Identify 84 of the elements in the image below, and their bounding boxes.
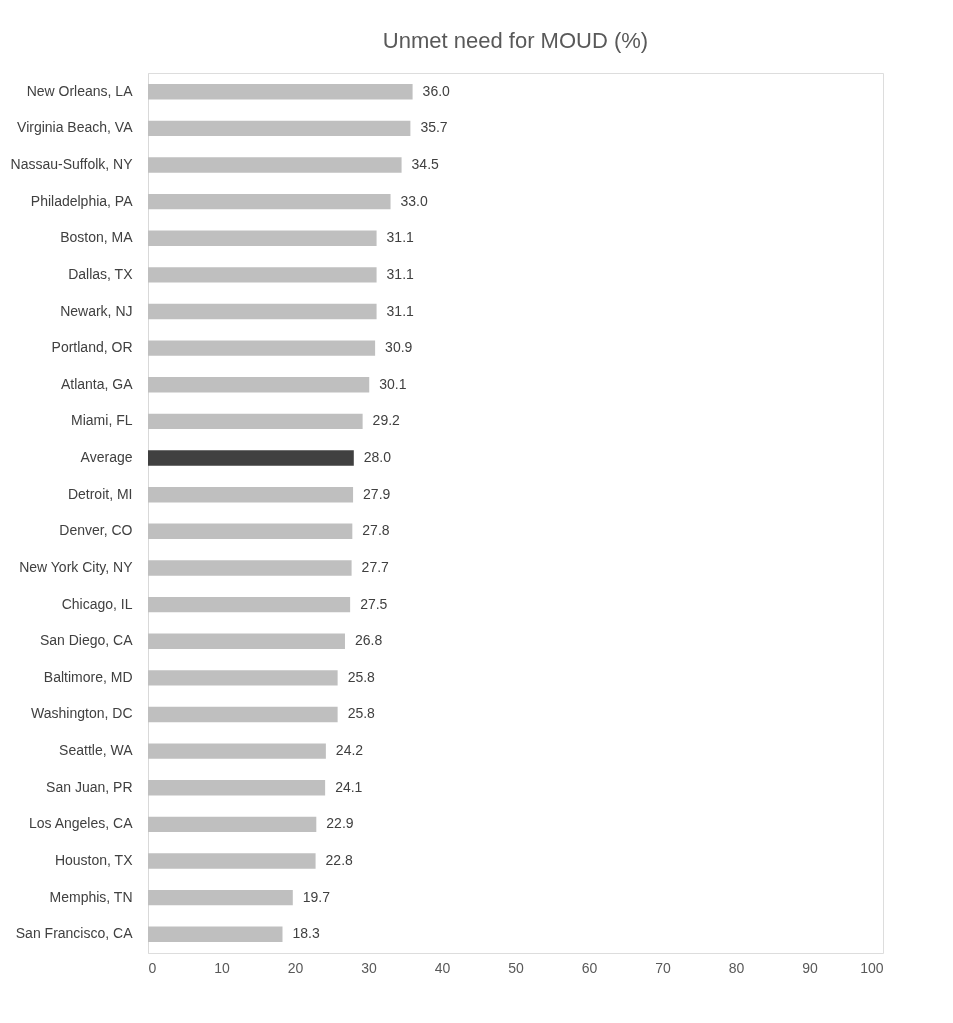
- x-tick-label: 0: [148, 959, 157, 976]
- bar: [148, 120, 411, 137]
- x-tick-label: 10: [214, 959, 230, 976]
- bar: [148, 377, 370, 393]
- data-label: 36.0: [422, 82, 451, 99]
- data-label: 22.8: [325, 852, 354, 869]
- data-label: 31.1: [386, 302, 415, 319]
- x-tick-label: 100: [860, 959, 884, 976]
- y-tick-label: Virginia Beach, VA: [17, 119, 134, 136]
- bar: [148, 303, 377, 320]
- y-tick-label: San Francisco, CA: [15, 925, 134, 942]
- y-tick-label: Chicago, IL: [61, 595, 133, 612]
- x-tick-label: 30: [361, 959, 377, 976]
- y-tick-label: Baltimore, MD: [43, 668, 133, 685]
- data-label: 25.8: [347, 705, 376, 722]
- data-label: 27.9: [363, 485, 391, 502]
- y-tick-label: Memphis, TN: [49, 888, 133, 905]
- data-label: 22.9: [326, 815, 354, 832]
- y-tick-label: Seattle, WA: [59, 742, 134, 759]
- chart-title: Unmet need for MOUD (%): [382, 28, 649, 53]
- bar: [148, 340, 376, 356]
- y-tick-label: Miami, FL: [71, 412, 133, 429]
- bar: [148, 83, 413, 100]
- data-label: 29.2: [372, 412, 401, 429]
- bar: [148, 780, 326, 796]
- y-tick-label: New Orleans, LA: [26, 82, 134, 99]
- y-tick-label: Los Angeles, CA: [28, 815, 134, 832]
- data-label: 26.8: [354, 632, 383, 649]
- x-tick-label: 50: [508, 959, 524, 976]
- bar: [148, 853, 316, 869]
- data-label: 27.8: [362, 522, 390, 539]
- bar: [148, 633, 345, 649]
- bar: [148, 596, 351, 613]
- data-label: 35.7: [420, 119, 448, 136]
- bar: [148, 889, 293, 906]
- y-tick-label: New York City, NY: [19, 558, 134, 575]
- x-tick-label: 90: [802, 959, 818, 976]
- y-tick-label: Newark, NJ: [60, 302, 133, 319]
- y-tick-label: San Diego, CA: [39, 632, 134, 649]
- bar: [148, 523, 353, 540]
- bar: [148, 413, 363, 430]
- y-tick-label: Philadelphia, PA: [30, 192, 134, 209]
- bar: [148, 743, 326, 759]
- bar: [148, 670, 338, 686]
- y-tick-label: San Juan, PR: [46, 778, 133, 795]
- y-tick-label: Nassau-Suffolk, NY: [10, 155, 134, 172]
- data-label: 27.7: [361, 558, 390, 575]
- y-tick-label: Houston, TX: [54, 852, 134, 869]
- bar: [148, 816, 317, 833]
- x-tick-label: 20: [287, 959, 304, 976]
- bar: [148, 706, 338, 723]
- data-label: 18.3: [292, 925, 320, 942]
- data-label: 30.9: [385, 339, 413, 356]
- y-tick-label: Washington, DC: [31, 705, 133, 722]
- data-label: 27.5: [360, 595, 388, 612]
- x-tick-label: 40: [434, 959, 451, 976]
- y-tick-label: Portland, OR: [51, 339, 133, 356]
- data-label: 34.5: [411, 155, 440, 172]
- x-tick-label: 80: [728, 959, 745, 976]
- data-label: 24.1: [335, 778, 363, 795]
- data-label: 30.1: [379, 375, 407, 392]
- x-tick-label: 60: [581, 959, 598, 976]
- data-label: 19.7: [302, 888, 331, 905]
- bar: [148, 926, 283, 943]
- y-tick-label: Boston, MA: [60, 229, 134, 246]
- y-tick-label: Dallas, TX: [68, 265, 134, 282]
- data-label: 24.2: [335, 742, 364, 759]
- data-label: 31.1: [386, 265, 415, 282]
- y-tick-label: Detroit, MI: [67, 485, 133, 502]
- y-tick-label: Denver, CO: [59, 522, 133, 539]
- bar: [148, 193, 391, 210]
- bar: [148, 230, 377, 246]
- bar: [148, 157, 402, 173]
- bar: [148, 486, 354, 503]
- bar: [148, 560, 352, 576]
- data-label: 25.8: [347, 668, 376, 685]
- x-tick-label: 70: [655, 959, 671, 976]
- y-tick-label: Average: [80, 449, 133, 466]
- y-tick-label: Atlanta, GA: [60, 375, 134, 392]
- bar: [148, 267, 377, 283]
- data-label: 28.0: [363, 449, 392, 466]
- data-label: 33.0: [400, 192, 429, 209]
- data-label: 31.1: [386, 229, 415, 246]
- bar: [148, 450, 354, 466]
